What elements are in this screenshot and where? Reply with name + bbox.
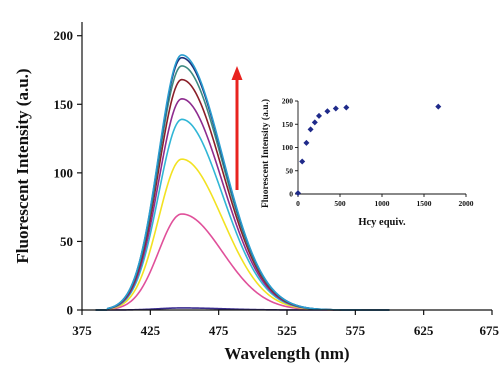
increase-arrow-head	[231, 66, 243, 80]
inset-x-tick-label: 500	[334, 199, 346, 208]
main-x-tick-label: 425	[141, 323, 161, 338]
inset-x-axis-title: Hcy equiv.	[358, 217, 406, 228]
main-x-tick-label: 525	[277, 323, 297, 338]
increase-arrow	[231, 66, 243, 190]
inset-y-tick-label: 150	[282, 120, 294, 129]
inset-y-tick-label: 100	[282, 143, 294, 152]
main-y-tick-label: 100	[54, 165, 74, 180]
main-y-tick-label: 150	[54, 97, 74, 112]
main-x-tick-label: 375	[72, 323, 92, 338]
main-x-axis-title: Wavelength (nm)	[224, 344, 349, 363]
inset-data-point	[343, 104, 350, 111]
inset-y-tick-label: 200	[282, 97, 294, 106]
inset-points	[295, 103, 442, 197]
main-y-tick-label: 50	[60, 234, 73, 249]
inset-data-point	[324, 108, 331, 115]
inset-data-point	[303, 139, 310, 146]
inset-y-tick-label: 50	[286, 166, 294, 175]
inset-data-point	[316, 112, 322, 119]
inset-data-point	[435, 103, 442, 110]
inset-y-axis-title: Fluorescent Intensity (a.u.)	[260, 99, 271, 208]
main-plot: 0 50 100 150 200 375 425 475 525 575 625 675 Wavele…	[13, 22, 500, 363]
inset-data-point	[332, 105, 339, 112]
main-y-axis-title: Fluorescent Intensity (a.u.)	[13, 68, 32, 263]
inset-x-tick-label: 1000	[375, 199, 390, 208]
main-y-tick-label: 0	[67, 303, 74, 318]
main-x-tick-label: 575	[346, 323, 366, 338]
inset-x-tick-label: 1500	[417, 199, 432, 208]
inset-data-point	[299, 158, 306, 165]
inset-data-point	[311, 119, 318, 126]
main-x-tick-label: 625	[414, 323, 434, 338]
inset-x-tick-label: 0	[296, 199, 300, 208]
main-x-tick-label: 475	[209, 323, 229, 338]
inset-x-tick-label: 2000	[459, 199, 474, 208]
main-y-tick-label: 200	[54, 28, 74, 43]
main-ticks: 0 50 100 150 200 375 425 475 525 575 625 675	[54, 28, 500, 338]
inset-frame	[253, 88, 473, 234]
inset-y-tick-label: 0	[289, 190, 293, 199]
inset-data-point	[307, 126, 314, 133]
inset-data-point	[295, 190, 301, 197]
main-x-tick-label: 675	[480, 323, 500, 338]
